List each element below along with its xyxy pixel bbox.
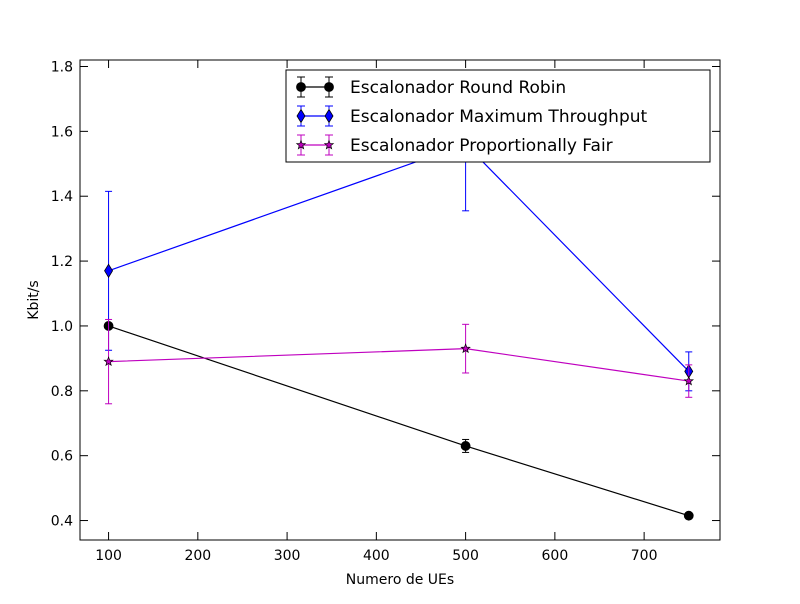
data-point — [683, 510, 694, 521]
legend-entry: Escalonador Maximum Throughput — [296, 105, 648, 127]
legend-entry: Escalonador Proportionally Fair — [295, 134, 613, 156]
legend: Escalonador Round Robin Escalonador Maxim… — [285, 69, 711, 163]
x-axis-label: Numero de UEs — [346, 572, 454, 588]
legend-marker — [295, 139, 307, 150]
y-tick-label: 1.2 — [51, 254, 73, 270]
legend-entries: Escalonador Round Robin Escalonador Maxim… — [295, 76, 648, 156]
legend-box — [285, 69, 711, 163]
legend-marker — [296, 82, 306, 92]
x-tick-label: 100 — [95, 548, 122, 564]
legend-marker — [324, 108, 334, 124]
y-tick-label: 1.8 — [51, 59, 73, 75]
y-tick-label: 1.6 — [51, 124, 73, 140]
legend-marker — [324, 82, 334, 92]
legend-entry: Escalonador Round Robin — [296, 76, 566, 98]
x-tick-label: 700 — [631, 548, 658, 564]
plot-frame — [79, 59, 721, 541]
legend-label: Escalonador Round Robin — [350, 78, 566, 98]
legend-marker — [323, 139, 335, 150]
x-tick-label: 300 — [274, 548, 301, 564]
y-tick-label: 0.4 — [51, 514, 73, 530]
series-3 — [103, 318, 694, 405]
data-point — [460, 343, 471, 354]
x-tick-label: 200 — [184, 548, 211, 564]
data-point — [103, 356, 114, 367]
legend-label: Escalonador Proportionally Fair — [350, 136, 613, 156]
x-tick-label: 400 — [363, 548, 390, 564]
ticks-layer: 100 200 300 400 500 600 700 0.4 0.6 0.8 1.0 1.2 1.4 1… — [51, 59, 720, 564]
y-axis-label: Kbit/s — [26, 280, 42, 319]
y-tick-label: 0.6 — [51, 449, 73, 465]
x-tick-label: 500 — [452, 548, 479, 564]
data-point — [683, 375, 694, 386]
data-point — [104, 263, 114, 279]
legend-label: Escalonador Maximum Throughput — [350, 107, 648, 127]
x-tick-label: 600 — [542, 548, 569, 564]
series-1 — [103, 321, 694, 521]
y-tick-label: 1.4 — [51, 189, 73, 205]
legend-marker — [296, 108, 306, 124]
y-tick-label: 1.0 — [51, 319, 73, 335]
data-point — [460, 441, 471, 451]
y-tick-label: 0.8 — [51, 384, 73, 400]
